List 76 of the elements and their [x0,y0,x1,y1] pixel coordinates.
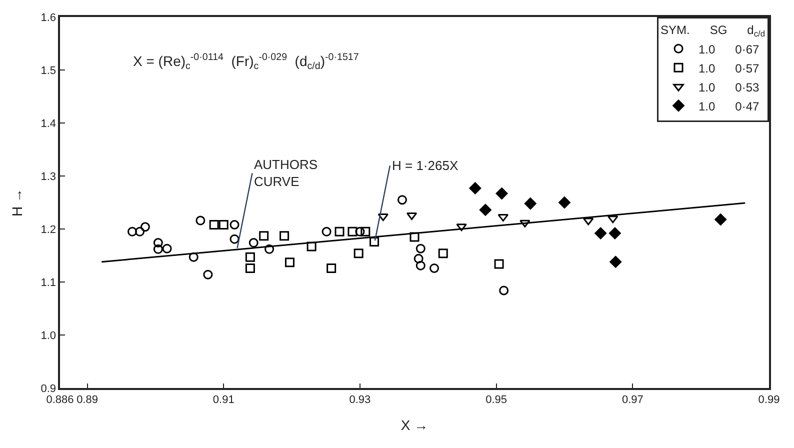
point [162,244,172,254]
x-tick-label: 0.886 [46,394,74,406]
x-tick-label: 0.95 [486,394,508,406]
y-tick-label: 1.2 [40,224,56,236]
point [479,204,492,216]
y-tick-label: 1.3 [40,170,56,183]
point [188,252,198,262]
point [230,220,240,230]
x-tick-label: 0.97 [622,394,644,406]
point [153,244,163,254]
point [430,263,440,273]
point [230,234,240,244]
point [140,222,150,232]
y-tick-label: 1.0 [40,330,56,342]
point [416,244,426,254]
point [196,216,206,226]
point [498,214,508,222]
point [360,226,370,236]
point [306,242,316,252]
point [264,244,274,254]
legend-label: 1.0 0·57 [698,61,760,76]
legend-label: 1.0 0·53 [698,80,760,94]
point [397,195,407,205]
point [354,248,364,258]
point [610,256,622,268]
legend-label: 1.0 0·47 [698,99,760,114]
x-tick-label: 0.99 [758,394,780,406]
point [524,198,536,210]
point [153,238,163,248]
x-tick-label: 0.89 [76,394,98,406]
point [714,214,727,226]
point [499,286,509,296]
point [218,220,228,230]
annotation: AUTHORS CURVE [254,157,318,189]
point [438,248,448,258]
point [348,226,358,236]
point [370,236,380,246]
text: X = (Re)$_{c}$$^{-0·0114}$ (Fr)$_{c}$$^{-0·029}$ (d$_{c/d}$)$^{-0·1517}$ [133,52,359,72]
annotation: H = 1·265X [392,158,458,173]
point [135,226,145,236]
y-tick-label: 1.4 [40,118,56,130]
point [248,238,258,248]
point [494,259,504,269]
point [203,270,213,280]
x-tick-label: 0.91 [212,394,234,406]
point [456,224,467,232]
legend-title: SYM. SG d$_{c/d}$ [660,23,766,39]
point [334,226,344,236]
point [245,252,255,262]
point [322,226,332,236]
y-tick-label: 0.9 [40,382,56,395]
point [410,232,420,242]
point [355,226,365,236]
point [284,258,294,268]
y-axis-title: H → [8,188,25,216]
point [608,227,621,240]
point [414,254,424,264]
point [209,220,219,230]
point [259,231,269,241]
point [128,226,138,236]
point [416,260,426,270]
x-tick-label: 0.93 [349,394,371,406]
y-tick-label: 1.6 [40,12,56,24]
y-tick-label: 1.1 [40,276,56,289]
point [469,182,482,194]
point [520,220,530,228]
point [594,227,607,240]
legend-label: 1.0 0·67 [698,42,760,56]
point [326,263,336,273]
x-axis-title: X → [400,416,428,433]
point [245,263,255,273]
y-tick-label: 1.5 [40,64,56,77]
point [608,216,618,224]
point [558,196,570,208]
point [280,231,290,241]
point [496,188,508,200]
